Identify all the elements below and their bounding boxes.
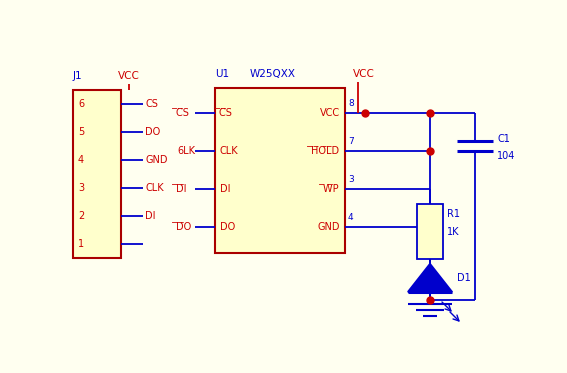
Text: 3: 3 bbox=[78, 183, 84, 193]
Text: DO: DO bbox=[220, 222, 235, 232]
Text: 5: 5 bbox=[78, 127, 84, 137]
Text: VCC: VCC bbox=[118, 71, 140, 81]
Text: 2: 2 bbox=[78, 211, 84, 221]
Text: 8: 8 bbox=[348, 98, 354, 107]
Text: W25QXX: W25QXX bbox=[250, 69, 296, 79]
Text: ̅C̅S: ̅C̅S bbox=[177, 108, 190, 118]
Text: DO: DO bbox=[145, 127, 160, 137]
Text: U1: U1 bbox=[215, 69, 229, 79]
Text: 6: 6 bbox=[78, 99, 84, 109]
Text: 1K: 1K bbox=[447, 227, 459, 237]
Text: D1: D1 bbox=[457, 273, 471, 283]
Text: DI: DI bbox=[220, 184, 231, 194]
Text: 104: 104 bbox=[497, 151, 515, 161]
Text: 7: 7 bbox=[348, 137, 354, 145]
Text: 6LK: 6LK bbox=[177, 146, 195, 156]
Text: GND: GND bbox=[145, 155, 167, 165]
Text: CLK: CLK bbox=[220, 146, 239, 156]
Text: 3: 3 bbox=[348, 175, 354, 184]
Text: R1: R1 bbox=[447, 209, 460, 219]
Text: J1: J1 bbox=[73, 71, 83, 81]
Text: ̅C̅S: ̅C̅S bbox=[220, 108, 233, 118]
Bar bbox=[417, 204, 443, 259]
Text: C1: C1 bbox=[497, 134, 510, 144]
Text: 4: 4 bbox=[78, 155, 84, 165]
Text: VCC: VCC bbox=[320, 108, 340, 118]
Text: CS: CS bbox=[145, 99, 158, 109]
Text: DI: DI bbox=[145, 211, 155, 221]
Text: 4: 4 bbox=[348, 213, 354, 222]
Bar bbox=[73, 90, 121, 258]
Text: GND: GND bbox=[318, 222, 340, 232]
Text: 1: 1 bbox=[78, 239, 84, 249]
Text: ̅D̅O: ̅D̅O bbox=[177, 222, 192, 232]
Text: VCC: VCC bbox=[353, 69, 375, 79]
Text: CLK: CLK bbox=[145, 183, 164, 193]
Text: ̅H̅O̅L̅D: ̅H̅O̅L̅D bbox=[312, 146, 340, 156]
Bar bbox=[215, 88, 345, 253]
Polygon shape bbox=[408, 264, 452, 292]
Text: ̅D̅I: ̅D̅I bbox=[177, 184, 188, 194]
Text: ̅W̅P: ̅W̅P bbox=[324, 184, 340, 194]
